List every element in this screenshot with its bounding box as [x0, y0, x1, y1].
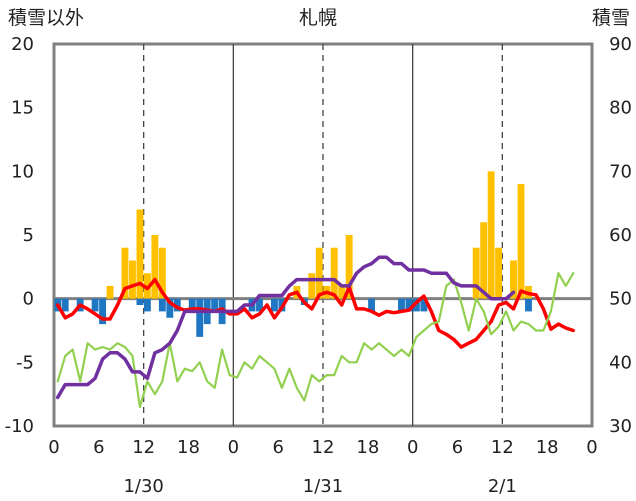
right-tick-label: 40 [609, 352, 632, 373]
negative-bar [91, 298, 99, 312]
snowfall-bar [472, 247, 480, 299]
negative-bar [173, 298, 181, 312]
x-tick-label: 18 [356, 437, 379, 458]
series-line [56, 272, 575, 408]
left-tick-label: 20 [11, 34, 34, 55]
right-tick-label: 80 [609, 98, 632, 119]
negative-bar [525, 298, 532, 312]
lines [55, 255, 576, 408]
x-tick-label: 12 [132, 437, 155, 458]
x-tick-label: 0 [48, 437, 59, 458]
x-tick-label: 6 [93, 437, 104, 458]
negative-bar [188, 298, 196, 312]
negative-bar [136, 298, 144, 306]
x-tick-label: 18 [177, 437, 200, 458]
right-tick-label: 30 [609, 416, 632, 437]
negative-bar [412, 298, 420, 312]
date-label: 2/1 [488, 476, 517, 497]
snowfall-bar [106, 285, 114, 299]
left-tick-label: -10 [5, 416, 34, 437]
negative-bar [211, 298, 219, 312]
x-tick-label: 6 [272, 437, 283, 458]
snowfall-bar [345, 235, 353, 299]
x-tick-label: 0 [407, 437, 418, 458]
left-tick-label: 15 [11, 98, 34, 119]
snowfall-bar [517, 184, 525, 299]
bars [54, 171, 532, 337]
snowfall-bar [308, 273, 316, 299]
right-tick-label: 50 [609, 289, 632, 310]
snowfall-bar [315, 247, 323, 299]
date-label: 1/30 [123, 476, 163, 497]
left-tick-label: -5 [16, 352, 34, 373]
left-tick-label: 0 [23, 289, 34, 310]
negative-bar [368, 298, 376, 312]
date-label: 1/31 [303, 476, 343, 497]
negative-bar [61, 298, 69, 312]
snowfall-bar [495, 247, 503, 299]
snowfall-bar [136, 209, 144, 299]
x-tick-label: 12 [491, 437, 514, 458]
negative-bar [99, 298, 107, 325]
snowfall-bar [121, 247, 129, 299]
snowfall-bar [158, 247, 166, 299]
snowfall-bar [487, 171, 495, 299]
chart-title: 札幌 [299, 7, 337, 29]
snowfall-bar [330, 247, 338, 299]
right-axis-label: 積雪 [592, 7, 630, 29]
snowfall-bar [151, 235, 159, 299]
snowfall-bar [129, 260, 136, 299]
snowfall-bar [338, 285, 346, 299]
negative-bar [398, 298, 405, 312]
negative-bar [166, 298, 174, 318]
negative-bar [420, 298, 428, 312]
left-axis-label: 積雪以外 [8, 7, 84, 29]
negative-bar [405, 298, 413, 312]
negative-bar [158, 298, 166, 312]
right-tick-label: 90 [609, 34, 632, 55]
x-tick-label: 0 [228, 437, 239, 458]
right-tick-label: 70 [609, 161, 632, 182]
x-tick-label: 18 [536, 437, 559, 458]
negative-bar [143, 298, 151, 312]
left-tick-label: 5 [23, 225, 34, 246]
right-tick-label: 60 [609, 225, 632, 246]
x-tick-label: 0 [586, 437, 597, 458]
snow-depth-line [55, 255, 516, 400]
negative-bar [196, 298, 204, 337]
negative-bar [256, 298, 263, 312]
snowfall-bar [480, 222, 488, 299]
negative-bar [270, 298, 278, 312]
x-tick-label: 12 [312, 437, 335, 458]
x-tick-label: 6 [452, 437, 463, 458]
left-tick-label: 10 [11, 161, 34, 182]
snowfall-bar [510, 260, 517, 299]
